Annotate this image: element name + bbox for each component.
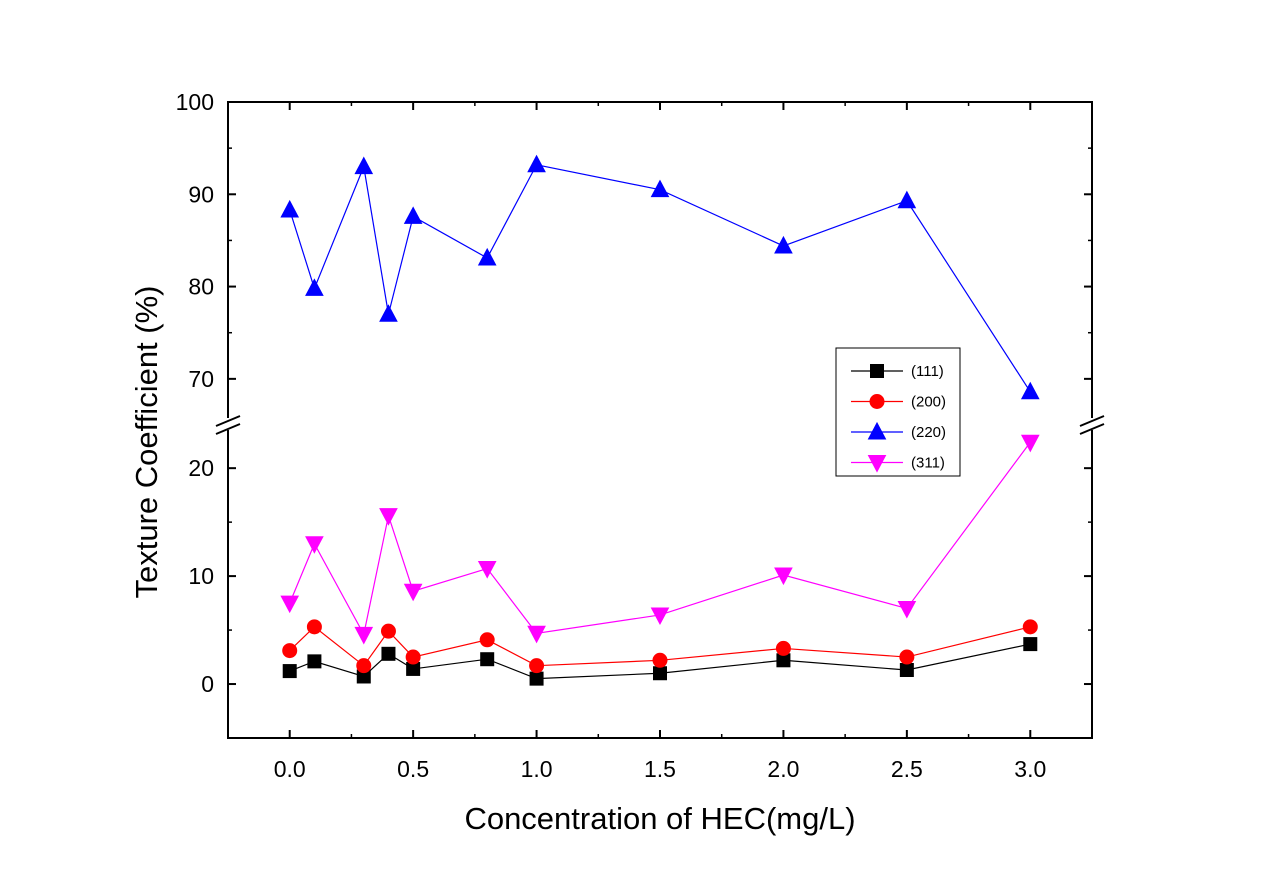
data-point xyxy=(354,626,374,645)
data-point xyxy=(527,625,546,644)
axis-break-mark xyxy=(215,415,241,427)
data-point xyxy=(379,304,398,322)
x-axis-ticks: 0.0 0.5 1.0 1.5 2.0 2.5 3.0 xyxy=(274,102,1046,782)
data-point xyxy=(354,156,374,175)
axis-break-marks xyxy=(215,415,1105,435)
x-tick-label: 3.0 xyxy=(1014,756,1046,782)
data-point xyxy=(306,619,322,635)
axis-break-mark xyxy=(1079,415,1105,427)
series-layer xyxy=(280,154,1040,686)
data-point xyxy=(899,649,915,665)
data-point xyxy=(897,600,917,619)
data-point xyxy=(381,646,396,661)
legend-marker xyxy=(867,421,887,440)
series-220 xyxy=(280,154,1040,400)
legend-marker xyxy=(867,455,887,473)
data-point xyxy=(527,154,546,173)
data-point xyxy=(650,179,670,198)
legend-label: (200) xyxy=(911,394,946,411)
x-tick-label: 1.5 xyxy=(644,756,676,782)
data-point xyxy=(1020,434,1040,453)
data-point xyxy=(899,663,914,678)
data-point xyxy=(305,536,324,554)
data-point xyxy=(307,654,322,669)
data-point xyxy=(305,278,324,296)
legend-label: (311) xyxy=(911,455,945,472)
data-point xyxy=(282,643,298,659)
data-point xyxy=(1023,637,1038,652)
x-tick-label: 2.5 xyxy=(891,756,923,782)
plot-frame xyxy=(227,101,1093,739)
data-point xyxy=(1022,619,1038,635)
y-axis-ticks: 0 10 20 70 80 90 100 xyxy=(176,89,1092,697)
legend-box xyxy=(835,347,961,477)
y-tick-label: 0 xyxy=(201,671,214,697)
data-point xyxy=(1020,381,1040,400)
data-point xyxy=(379,508,398,526)
y-tick-label: 20 xyxy=(188,455,214,481)
x-axis-title: Concentration of HEC(mg/L) xyxy=(464,801,855,836)
data-point xyxy=(653,666,667,681)
y-axis-title: Texture Coefficient (%) xyxy=(129,286,164,599)
data-point xyxy=(403,583,423,602)
y-tick-label: 100 xyxy=(176,89,214,115)
y-tick-label: 90 xyxy=(188,181,214,207)
y-tick-label: 80 xyxy=(188,274,214,300)
data-point xyxy=(529,671,544,686)
y-tick-label: 70 xyxy=(188,366,214,392)
series-311 xyxy=(280,434,1040,645)
y-tick-label: 10 xyxy=(188,563,214,589)
x-tick-label: 2.0 xyxy=(767,756,799,782)
data-point xyxy=(652,652,668,668)
data-point xyxy=(477,561,497,579)
legend-label: (111) xyxy=(911,363,944,380)
data-point xyxy=(775,640,791,656)
data-point xyxy=(477,247,497,266)
data-point xyxy=(280,595,300,614)
data-point xyxy=(774,567,793,586)
data-point xyxy=(403,206,423,224)
x-tick-label: 1.0 xyxy=(521,756,553,782)
data-point xyxy=(650,607,670,626)
data-point xyxy=(380,623,396,639)
series-200 xyxy=(282,619,1038,674)
legend-label: (220) xyxy=(911,424,946,441)
data-point xyxy=(480,652,495,667)
data-point xyxy=(356,658,372,674)
data-point xyxy=(529,658,545,674)
data-point xyxy=(774,235,793,254)
data-point xyxy=(282,664,297,679)
legend-marker xyxy=(870,364,884,378)
x-tick-label: 0.5 xyxy=(397,756,429,782)
data-point xyxy=(280,199,300,218)
data-point xyxy=(479,632,495,648)
x-tick-label: 0.0 xyxy=(274,756,306,782)
data-point xyxy=(405,649,421,665)
axis-break-mark xyxy=(215,423,241,435)
legend-marker xyxy=(869,394,885,409)
data-point xyxy=(897,190,917,209)
legend: (111) (200) (220) (311) xyxy=(835,347,961,477)
axis-break-mark xyxy=(1079,423,1105,435)
